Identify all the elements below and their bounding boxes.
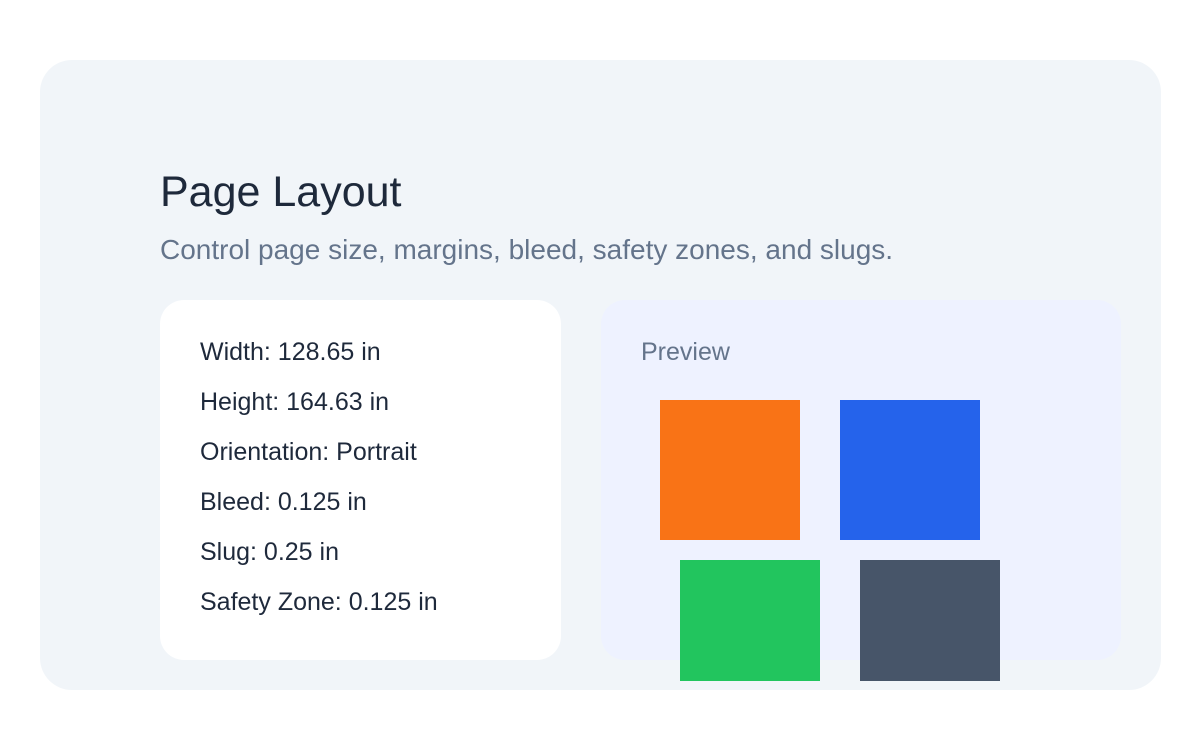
spec-safety-zone: Safety Zone: 0.125 in	[200, 588, 438, 616]
preview-swatch-slate	[860, 560, 1000, 681]
spec-slug: Slug: 0.25 in	[200, 538, 339, 566]
page-title: Page Layout	[160, 168, 402, 216]
preview-swatch-orange	[660, 400, 800, 540]
page-subtitle: Control page size, margins, bleed, safet…	[160, 234, 894, 265]
specs-list: Width: 128.65 in Height: 164.63 in Orien…	[200, 327, 531, 627]
preview-panel: Preview	[601, 300, 1121, 681]
preview-swatch-green	[680, 560, 820, 681]
spec-orientation: Orientation: Portrait	[200, 438, 417, 466]
spec-height: Height: 164.63 in	[200, 388, 390, 416]
spec-bleed: Bleed: 0.125 in	[200, 488, 367, 516]
page-layout-section: Page Layout Control page size, margins, …	[40, 60, 1161, 690]
page-specs-card: Width: 128.65 in Height: 164.63 in Orien…	[160, 300, 561, 660]
spec-width: Width: 128.65 in	[200, 338, 381, 366]
preview-swatch-blue	[840, 400, 980, 540]
preview-label: Preview	[641, 338, 730, 366]
